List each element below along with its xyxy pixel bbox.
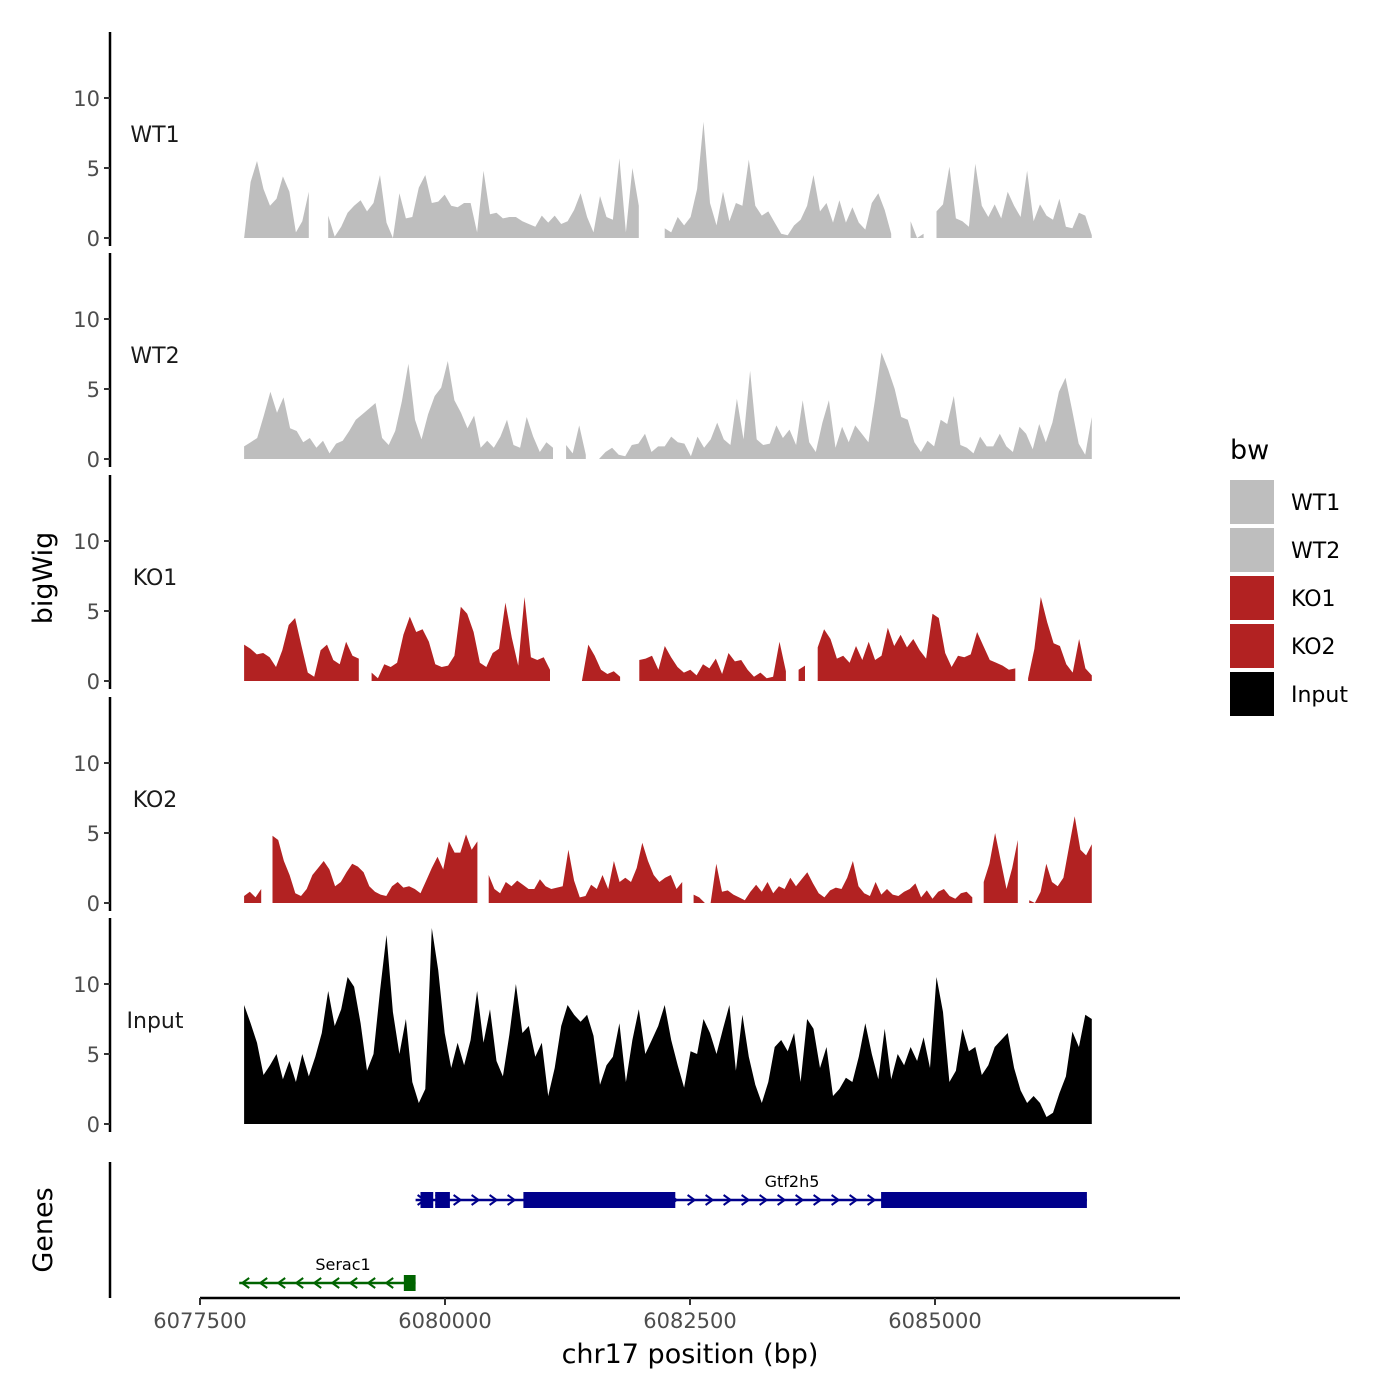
legend-swatch bbox=[1230, 672, 1274, 716]
gene-label: Gtf2h5 bbox=[765, 1172, 820, 1191]
y-tick-label: 5 bbox=[87, 822, 100, 846]
gene-exon bbox=[420, 1192, 434, 1208]
strand-arrow bbox=[312, 1277, 322, 1289]
y-tick-label: 10 bbox=[73, 973, 100, 997]
legend: bw WT1 WT2 KO1 KO2 Input bbox=[1230, 435, 1348, 716]
legend-swatch bbox=[1230, 576, 1274, 620]
legend-label: WT2 bbox=[1291, 539, 1340, 564]
y-tick-label: 10 bbox=[73, 87, 100, 111]
track-label: Input bbox=[127, 1009, 184, 1034]
gene-serac1: Serac1 bbox=[239, 1255, 416, 1291]
strand-arrow bbox=[294, 1277, 304, 1289]
x-tick-label: 6077500 bbox=[153, 1309, 247, 1333]
track-label: KO2 bbox=[133, 788, 178, 813]
strand-arrow bbox=[849, 1194, 859, 1206]
strand-arrow bbox=[240, 1277, 250, 1289]
track-wt2: 0 5 10 WT2 bbox=[73, 253, 1092, 472]
y-tick-label: 0 bbox=[87, 227, 100, 251]
track-ko1: 0 5 10 KO1 bbox=[73, 475, 1092, 694]
legend-label: WT1 bbox=[1291, 491, 1340, 516]
legend-title: bw bbox=[1230, 435, 1269, 466]
gene-exon bbox=[403, 1275, 416, 1291]
coverage-area-ko1 bbox=[244, 597, 1092, 681]
strand-arrow bbox=[759, 1194, 769, 1206]
x-axis: 6077500 6080000 6082500 6085000 bbox=[153, 1296, 1180, 1333]
track-label: KO1 bbox=[133, 566, 178, 591]
gene-gtf2h5: Gtf2h5 bbox=[415, 1172, 1087, 1208]
x-axis-title: chr17 position (bp) bbox=[562, 1339, 819, 1370]
y-tick-label: 5 bbox=[87, 157, 100, 181]
strand-arrow bbox=[867, 1194, 877, 1206]
legend-swatch bbox=[1230, 624, 1274, 668]
strand-arrow bbox=[777, 1194, 787, 1206]
y-axis-title: bigWig bbox=[28, 532, 59, 625]
gene-exon bbox=[523, 1192, 676, 1208]
strand-arrow bbox=[453, 1194, 463, 1206]
legend-label: KO1 bbox=[1291, 587, 1336, 612]
bigwig-panels: 0 5 10 WT1 0 5 10 WT2 0 5 10 KO1 0 5 10 KO2 0 5 10 Input bbox=[73, 32, 1092, 1137]
y-tick-label: 10 bbox=[73, 752, 100, 776]
strand-arrow bbox=[795, 1194, 805, 1206]
coverage-area-wt1 bbox=[244, 121, 1092, 238]
strand-arrow bbox=[330, 1277, 340, 1289]
x-tick-label: 6085000 bbox=[888, 1309, 982, 1333]
legend-label: KO2 bbox=[1291, 635, 1336, 660]
strand-arrow bbox=[687, 1194, 697, 1206]
y-tick-label: 0 bbox=[87, 670, 100, 694]
track-input: 0 5 10 Input bbox=[73, 918, 1092, 1137]
track-label: WT2 bbox=[130, 344, 179, 369]
strand-arrow bbox=[348, 1277, 358, 1289]
strand-arrow bbox=[723, 1194, 733, 1206]
gene-exon bbox=[881, 1192, 1087, 1208]
y-tick-label: 10 bbox=[73, 530, 100, 554]
track-label: WT1 bbox=[130, 123, 179, 148]
strand-arrow bbox=[489, 1194, 499, 1206]
track-ko2: 0 5 10 KO2 bbox=[73, 697, 1092, 916]
track-wt1: 0 5 10 WT1 bbox=[73, 32, 1092, 251]
strand-arrow bbox=[831, 1194, 841, 1206]
y-tick-label: 10 bbox=[73, 308, 100, 332]
y-tick-label: 5 bbox=[87, 1043, 100, 1067]
x-tick-label: 6080000 bbox=[398, 1309, 492, 1333]
strand-arrow bbox=[705, 1194, 715, 1206]
strand-arrow bbox=[813, 1194, 823, 1206]
y-tick-label: 5 bbox=[87, 378, 100, 402]
strand-arrow bbox=[276, 1277, 286, 1289]
y-tick-label: 5 bbox=[87, 600, 100, 624]
strand-arrow bbox=[741, 1194, 751, 1206]
legend-label: Input bbox=[1291, 683, 1348, 708]
gene-exon bbox=[435, 1192, 450, 1208]
y-tick-label: 0 bbox=[87, 892, 100, 916]
genes-axis-title: Genes bbox=[28, 1187, 59, 1272]
strand-arrow bbox=[384, 1277, 394, 1289]
coverage-area-ko2 bbox=[244, 816, 1092, 903]
strand-arrow bbox=[366, 1277, 376, 1289]
x-tick-label: 6082500 bbox=[643, 1309, 737, 1333]
legend-swatch bbox=[1230, 528, 1274, 572]
strand-arrow bbox=[258, 1277, 268, 1289]
y-tick-label: 0 bbox=[87, 448, 100, 472]
y-tick-label: 0 bbox=[87, 1113, 100, 1137]
strand-arrow bbox=[507, 1194, 517, 1206]
coverage-area-input bbox=[244, 928, 1092, 1124]
gene-label: Serac1 bbox=[315, 1255, 370, 1274]
strand-arrow bbox=[471, 1194, 481, 1206]
genes-panel: Gtf2h5 Serac1 bbox=[108, 1162, 1087, 1298]
legend-swatch bbox=[1230, 480, 1274, 524]
coverage-area-wt2 bbox=[244, 352, 1092, 459]
